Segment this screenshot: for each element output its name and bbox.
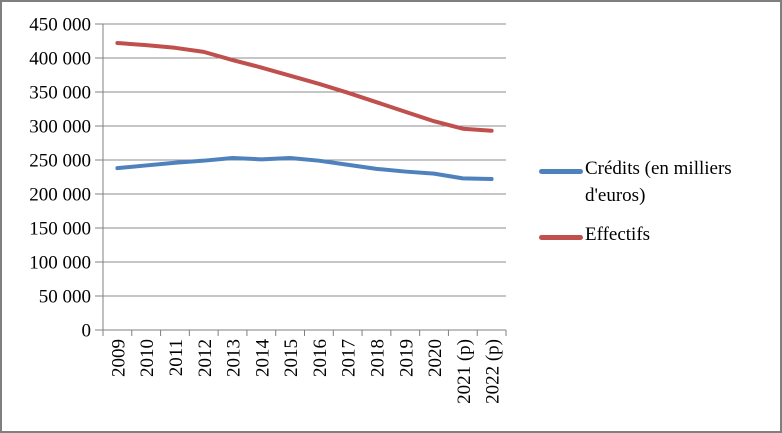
legend-label-effectifs: Effectifs [585,224,651,245]
x-tick-label: 2010 [137,339,158,377]
y-tick-label: 200 000 [29,185,91,206]
legend-entry-effectifs: Effectifs [539,221,777,248]
legend-label-credits: Crédits (en milliers d'euros) [585,158,732,206]
x-tick-label: 2011 [166,339,187,376]
y-tick-label: 400 000 [29,49,91,70]
y-tick-label: 100 000 [29,253,91,274]
x-tick-label: 2017 [339,339,360,377]
x-tick-label: 2013 [224,339,245,377]
legend-line-swatch-credits [539,169,583,174]
y-tick-label: 350 000 [29,83,91,104]
x-tick-label: 2015 [281,339,302,377]
x-tick-label: 2020 [425,339,446,377]
x-tick-label: 2022 (p) [483,339,504,404]
x-tick-label: 2014 [252,339,273,378]
series-line-credits [115,155,494,182]
y-tick-label: 450 000 [29,15,91,36]
y-tick-label: 0 [82,321,92,342]
x-tick-label: 2009 [108,339,129,377]
legend-line-swatch-effectifs [539,235,583,240]
x-tick-label: 2021 (p) [454,339,475,404]
x-tick-label: 2019 [396,339,417,377]
x-tick-label: 2012 [195,339,216,377]
y-tick-label: 150 000 [29,219,91,240]
x-tick-label: 2018 [367,339,388,377]
legend-entry-credits: Crédits (en milliers d'euros) [539,155,777,209]
y-tick-label: 50 000 [39,287,91,308]
series-line-effectifs [115,41,494,133]
y-tick-label: 300 000 [29,117,91,138]
chart-legend: Crédits (en milliers d'euros) Effectifs [539,155,777,260]
x-tick-label: 2016 [310,339,331,377]
y-tick-label: 250 000 [29,151,91,172]
